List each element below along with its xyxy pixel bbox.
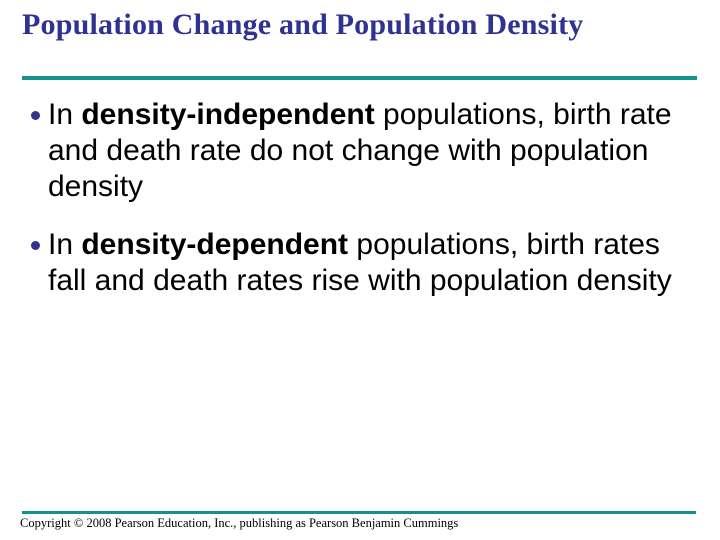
slide-title: Population Change and Population Density <box>22 8 584 41</box>
bullet-dot-icon <box>31 241 40 250</box>
bullet-text: In density-independent populations, birt… <box>48 98 672 203</box>
bullet-dot-icon <box>31 111 40 120</box>
copyright-text: Copyright © 2008 Pearson Education, Inc.… <box>20 516 459 530</box>
bullet-item: In density-independent populations, birt… <box>22 97 698 205</box>
title-underline-rule <box>22 76 697 80</box>
footer-rule <box>22 511 696 514</box>
bullet-item: In density-dependent populations, birth … <box>22 227 698 299</box>
bullet-text: In density-dependent populations, birth … <box>48 228 672 297</box>
bullet-list: In density-independent populations, birt… <box>22 97 698 321</box>
